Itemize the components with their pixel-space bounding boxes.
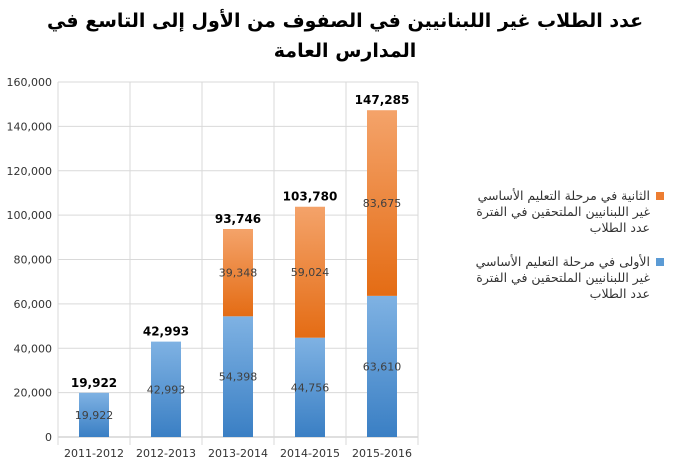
data-labels: 19,922 19,922 42,993 42,993 39,348 54,398 93,7… [71, 93, 409, 422]
data-label-first-shift: 44,756 [291, 381, 330, 394]
x-axis-tick-labels: 2011-2012 2012-2013 2013-2014 2014-2015 2015… [64, 447, 412, 460]
y-axis-tick-labels: 0 20,000 40,000 60,000 80,000 100,000 120,000 1… [7, 76, 53, 444]
bar-second-shift [223, 229, 253, 317]
data-label-first-shift: 54,398 [219, 371, 258, 384]
bar-first-shift [79, 392, 109, 437]
legend-entry-second-shift: الثانية في مرحلة التعليم الأساسي غير الل… [420, 188, 664, 236]
y-tick-label: 60,000 [14, 298, 53, 311]
data-label-first-shift: 19,922 [75, 409, 114, 422]
x-tick-label: 2011-2012 [64, 447, 124, 460]
chart-title-line-2: المدارس العامة [273, 40, 417, 62]
legend-line: غير اللبنانيين الملتحقين في الفترة [476, 204, 650, 219]
y-tick-label: 80,000 [14, 254, 53, 267]
chart-title-line-1: عدد الطلاب غير اللبنانيين في الصفوف من ا… [46, 10, 644, 32]
y-tick-label: 20,000 [14, 387, 53, 400]
bar-first-shift [367, 295, 397, 437]
legend-line: عدد الطلاب [589, 286, 650, 301]
data-label-first-shift: 63,610 [363, 360, 402, 373]
y-tick-label: 140,000 [7, 120, 53, 133]
y-tick-label: 160,000 [7, 76, 53, 89]
legend-line: عدد الطلاب [589, 220, 650, 235]
bar-first-shift [295, 337, 325, 437]
bar-first-shift [223, 316, 253, 437]
legend-swatch-blue [656, 258, 664, 266]
data-label-first-shift: 42,993 [147, 383, 186, 396]
bar-second-shift [295, 206, 325, 338]
legend-line: غير اللبنانيين الملتحقين في الفترة [476, 270, 650, 285]
bar-first-shift [151, 341, 181, 437]
data-label-total: 19,922 [71, 376, 117, 390]
legend-entry-first-shift: الأولى في مرحلة التعليم الأساسي غير اللب… [420, 254, 664, 302]
x-tick-label: 2015-2016 [352, 447, 412, 460]
y-tick-label: 120,000 [7, 165, 53, 178]
bars [79, 110, 397, 437]
chart-title: عدد الطلاب غير اللبنانيين في الصفوف من ا… [0, 6, 690, 66]
y-tick-label: 40,000 [14, 342, 53, 355]
data-label-total: 103,780 [283, 190, 338, 204]
data-label-total: 42,993 [143, 325, 189, 339]
data-label-second-shift: 83,675 [363, 197, 402, 210]
data-label-second-shift: 39,348 [219, 267, 258, 280]
legend-line: الأولى في مرحلة التعليم الأساسي [475, 254, 650, 269]
x-tick-label: 2013-2014 [208, 447, 268, 460]
legend-line: الثانية في مرحلة التعليم الأساسي [477, 188, 650, 203]
y-tick-label: 100,000 [7, 209, 53, 222]
data-label-second-shift: 59,024 [291, 266, 330, 279]
x-tick-label: 2014-2015 [280, 447, 340, 460]
bar-second-shift [367, 110, 397, 296]
x-tick-label: 2012-2013 [136, 447, 196, 460]
data-label-total: 93,746 [215, 212, 261, 226]
data-label-total: 147,285 [355, 93, 410, 107]
y-tick-label: 0 [45, 431, 52, 444]
legend-swatch-orange [656, 192, 664, 200]
grid-lines [57, 81, 419, 445]
